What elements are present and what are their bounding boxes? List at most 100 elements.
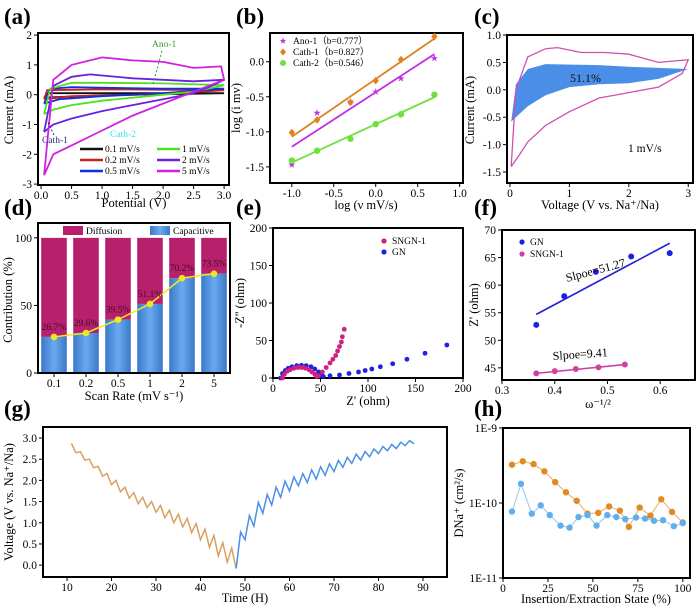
d-xtick-label: 2 (179, 378, 185, 390)
h-series-line (511, 460, 684, 528)
d-bar-capacitive (201, 273, 227, 373)
h-data-point (632, 514, 640, 521)
f-ytick-label: 65 (485, 253, 497, 265)
b-ytick-label: 0.0 (250, 57, 265, 69)
a-xlabel: Potential (V) (102, 196, 167, 210)
e-xtick-label: 150 (407, 383, 425, 395)
d-bar-diffusion (105, 237, 131, 320)
panel-letter-a: (a) (4, 4, 31, 29)
e-data-point (282, 371, 287, 377)
a-xtick-label: 0.5 (64, 190, 79, 202)
e-data-point (327, 373, 333, 379)
g-xlabel: Time (H) (222, 591, 268, 605)
c-capacitive-percent: 51.1% (570, 71, 601, 85)
b-data-point (313, 147, 321, 154)
f-slope-gn: Slpoe=51.27 (564, 256, 627, 285)
chart-b: -1.0 -0.5 0.0 0.5 1.0 -1.5 -1.0 -0.5 0.0 Ano-1（b=… (246, 32, 467, 200)
h-data-point (546, 511, 553, 519)
h-data-point (679, 519, 687, 527)
chart-c: 0 1 2 3 -1.5 -1.0 -0.5 0.0 0.5 1.0 (483, 30, 694, 200)
d-trend-point (114, 316, 122, 323)
c-ytick-label: -1.5 (483, 167, 501, 179)
e-data-point (327, 360, 333, 366)
h-data-point (541, 468, 548, 475)
f-data-point (592, 268, 599, 275)
h-data-point (528, 510, 535, 517)
b-ytick-label: -0.5 (246, 92, 264, 104)
e-data-point (320, 374, 326, 379)
e-xtick-label: 200 (454, 383, 472, 395)
e-plot-frame (272, 227, 464, 379)
a-annotation-ano1: Ano-1 (152, 40, 177, 50)
a-annotation-ano1-pointer (152, 50, 163, 85)
e-data-point (291, 365, 297, 371)
h-data-point (508, 461, 516, 468)
e-ylabel: -Z'' (ohm) (233, 278, 247, 328)
a-plot-frame (37, 32, 230, 186)
f-xtick-label: 0.4 (548, 385, 563, 397)
d-trend-point (146, 300, 154, 308)
e-data-point (341, 326, 347, 332)
d-ytick-label: 50 (21, 300, 33, 312)
h-xtick-label: 0 (500, 583, 506, 595)
d-trend-point (210, 270, 218, 277)
a-cv-curve (43, 86, 225, 105)
d-data-label: 73.5% (202, 260, 227, 270)
h-data-point (604, 511, 611, 519)
e-legend-marker (381, 249, 387, 255)
f-ylabel: Z' (ohm) (467, 283, 481, 327)
chart-d: 0.1 0.2 0.5 1 2 5 26.7% 29.6% 39.5% 51.1% 70.2% 73.… (15, 222, 231, 390)
d-xtick-label: 0.1 (47, 378, 62, 390)
f-data-point (572, 365, 579, 372)
e-data-point (339, 334, 345, 340)
d-bar-diffusion (41, 237, 67, 337)
g-ylabel: Voltage (V vs. Na⁺/Na) (2, 443, 16, 561)
b-xtick-label: 0.5 (410, 188, 425, 200)
c-plot-frame (506, 34, 694, 184)
c-xtick-label: 3 (685, 188, 691, 200)
panel-letters: (a) (b) (c) (d) (e) (f) (g) (h) (4, 4, 502, 421)
f-data-point (628, 253, 635, 260)
d-data-label: 70.2% (170, 264, 195, 274)
b-data-point (372, 88, 380, 95)
chart-f: 0.3 0.4 0.5 0.6 45 50 55 60 65 70 GN SNGN-1 (485, 225, 696, 397)
c-ylabel: Current (mA) (463, 76, 477, 144)
e-xlabel: Z' (ohm) (346, 394, 390, 408)
d-bar-capacitive (73, 333, 99, 373)
b-data-point (313, 109, 321, 116)
b-xtick-label: -0.5 (325, 188, 343, 200)
b-data-point (397, 111, 405, 118)
d-ytick-label: 0 (26, 368, 32, 380)
e-data-point (316, 369, 321, 375)
b-ylabel: log (i mv) (229, 83, 243, 133)
d-xtick-label: 0.2 (79, 378, 94, 390)
b-data-point (397, 74, 405, 82)
c-xtick-label: 1 (567, 188, 573, 200)
a-legend-label: 0.5 mV/s (105, 167, 140, 177)
a-legend-label: 2 mV/s (182, 156, 210, 166)
b-ytick-label: -1.5 (246, 162, 264, 174)
b-data-point (347, 98, 354, 107)
h-data-point (605, 503, 613, 510)
f-ytick-label: 50 (485, 335, 497, 347)
b-fit-line (291, 53, 435, 148)
h-plot-frame (502, 427, 691, 579)
g-xtick-label: 30 (150, 582, 162, 594)
e-data-point (330, 356, 336, 362)
g-voltage-curve (235, 439, 415, 569)
e-ytick-label: 0 (261, 373, 267, 385)
b-data-point (372, 120, 379, 128)
a-legend-label: 0.2 mV/s (105, 156, 140, 166)
g-xtick-label: 40 (195, 582, 207, 594)
d-trend-point (50, 333, 58, 341)
a-annotation-cath1-pointer (45, 117, 55, 136)
h-data-point (575, 513, 582, 521)
e-data-point (280, 375, 285, 381)
a-ylabel: Current (mA) (2, 76, 16, 144)
panel-letter-b: (b) (236, 4, 264, 29)
h-data-point (508, 508, 516, 515)
h-ytick-label: 1E-9 (475, 423, 498, 435)
e-data-point (377, 364, 383, 370)
h-data-point (566, 524, 573, 531)
f-data-point (666, 250, 673, 257)
